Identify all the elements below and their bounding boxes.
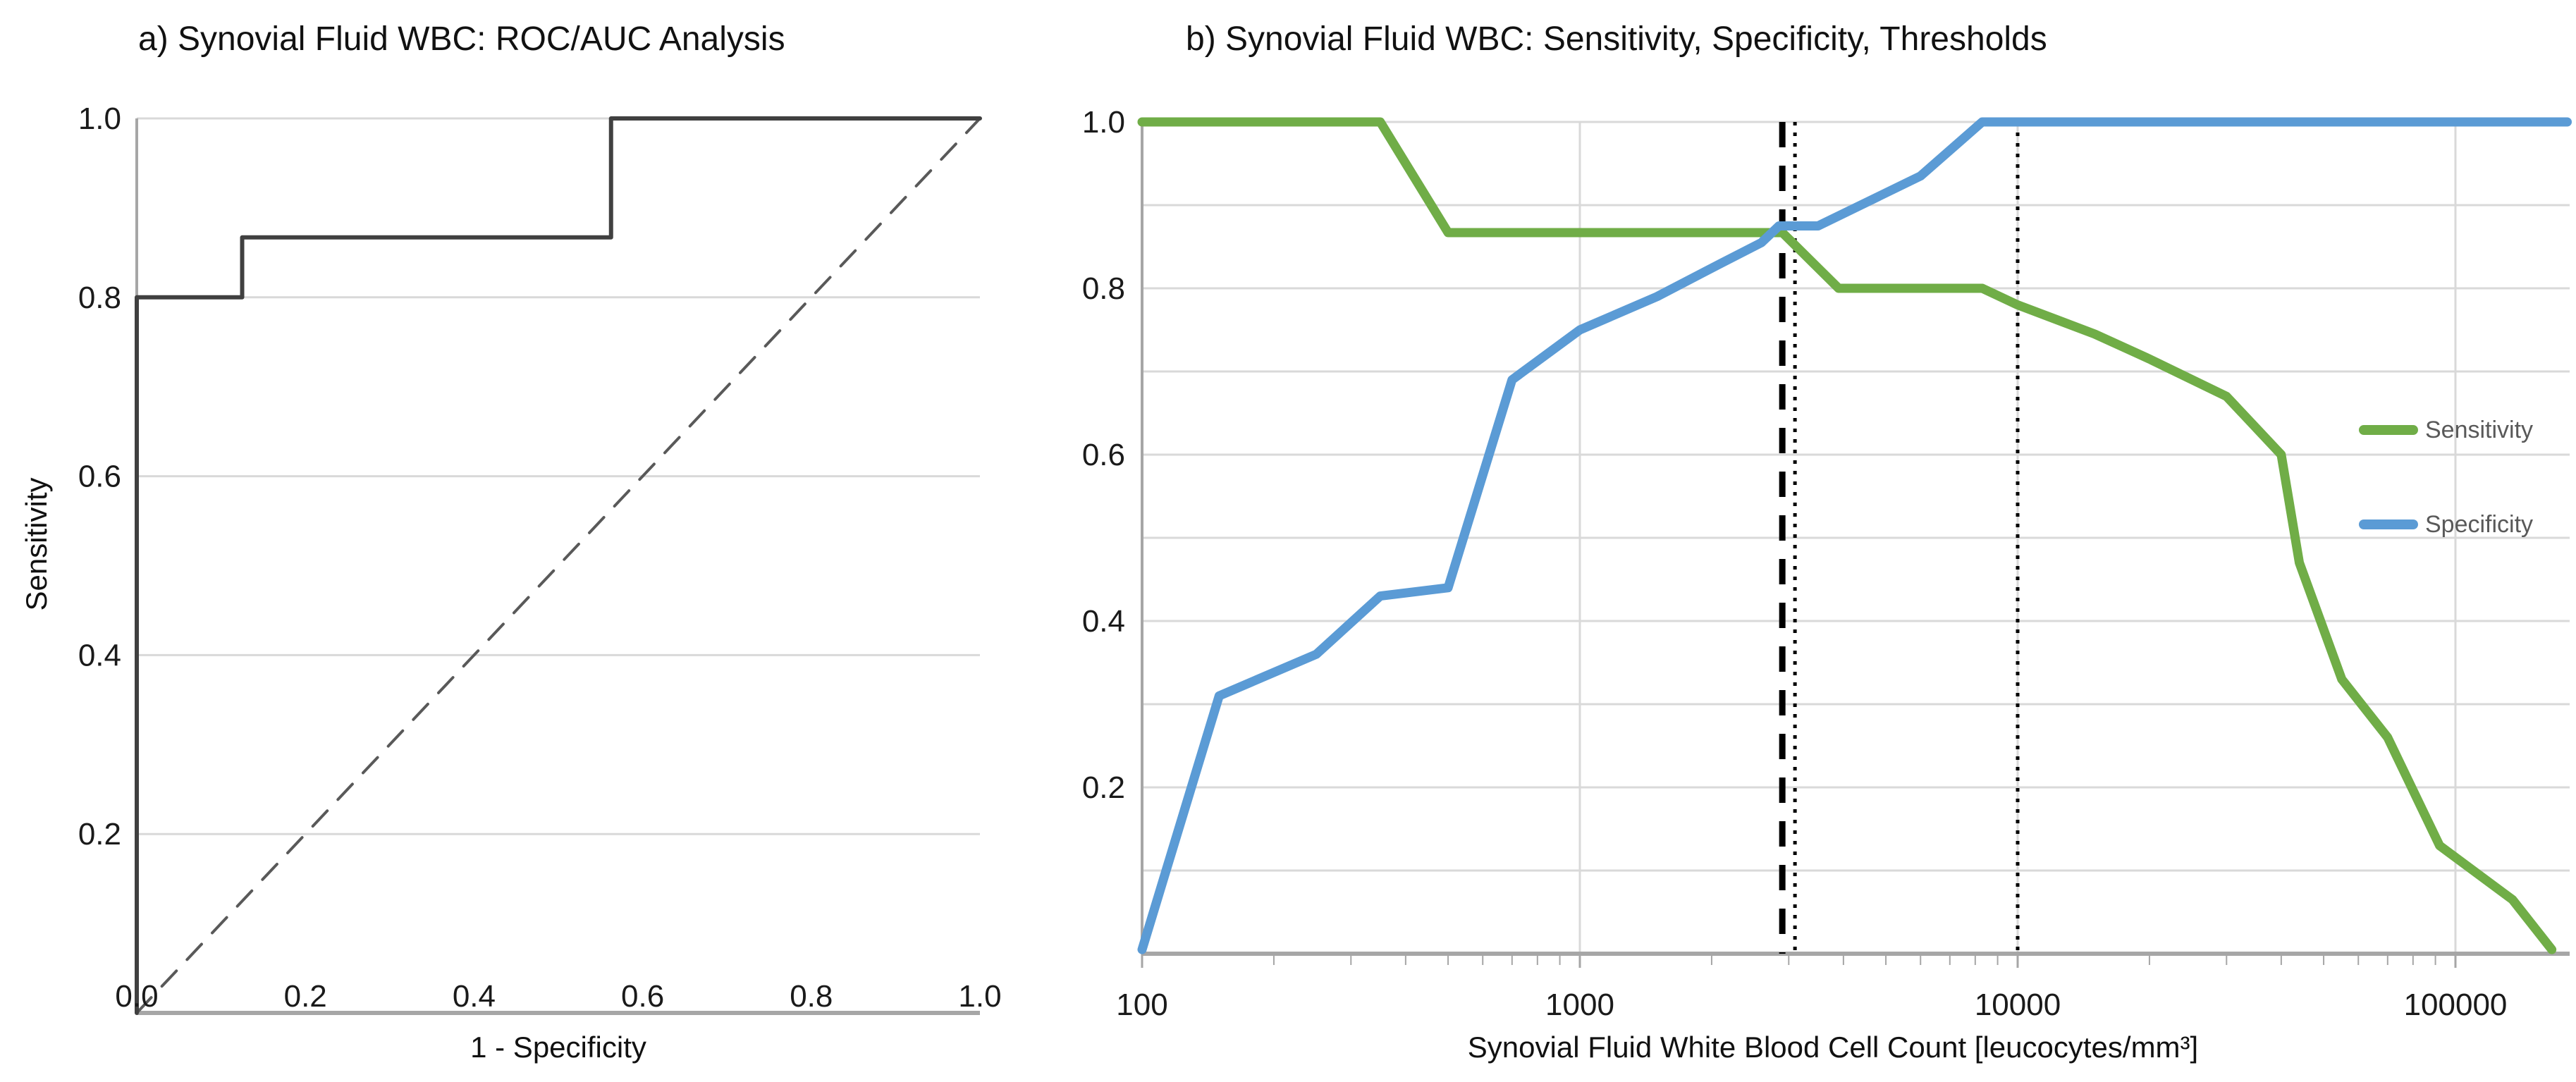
panel-b-x-tick-label: 10000 bbox=[1975, 988, 2061, 1022]
roc-curve bbox=[135, 116, 982, 1015]
legend: Sensitivity Specificity bbox=[2359, 414, 2533, 540]
legend-label-specificity: Specificity bbox=[2425, 510, 2534, 538]
specificity-line-swatch bbox=[2359, 520, 2418, 529]
panel-a-x-tick-label: 0.2 bbox=[284, 979, 327, 1014]
panel-a-y-tick-label: 1.0 bbox=[78, 102, 121, 136]
panel-b-y-tick-label: 0.8 bbox=[1082, 271, 1125, 306]
panel-a-y-tick-label: 0.8 bbox=[78, 281, 121, 315]
panel-b-x-tick-label: 100 bbox=[1116, 988, 1167, 1022]
specificity-curve bbox=[1137, 117, 2572, 954]
panel-b-y-tick-label: 0.2 bbox=[1082, 770, 1125, 805]
panel-a-title: a) Synovial Fluid WBC: ROC/AUC Analysis bbox=[138, 20, 785, 58]
panel-b-x-axis-label: Synovial Fluid White Blood Cell Count [l… bbox=[1467, 1031, 2199, 1064]
panel-b-y-tick-label: 1.0 bbox=[1082, 105, 1125, 140]
legend-item-specificity: Specificity bbox=[2359, 509, 2533, 540]
panel-b-x-tick-label: 100000 bbox=[2404, 988, 2508, 1022]
panel-a-y-tick-label: 0.4 bbox=[78, 638, 121, 672]
legend-label-sensitivity: Sensitivity bbox=[2425, 416, 2534, 443]
panel-a-x-tick-label: 1.0 bbox=[958, 979, 1001, 1014]
sensitivity-line-swatch bbox=[2359, 425, 2418, 435]
panel-a-y-tick-label: 0.6 bbox=[78, 460, 121, 494]
panel-b-x-tick-label: 1000 bbox=[1545, 988, 1614, 1022]
panel-b-y-tick-label: 0.6 bbox=[1082, 438, 1125, 472]
panel-a-y-tick-label: 0.2 bbox=[78, 817, 121, 852]
panel-b-y-tick-label: 0.4 bbox=[1082, 604, 1125, 639]
legend-item-sensitivity: Sensitivity bbox=[2359, 414, 2533, 445]
panel-a-x-tick-label: 0.8 bbox=[790, 979, 833, 1014]
chance-diagonal-line bbox=[135, 117, 981, 1014]
panel-a-x-axis-label: 1 - Specificity bbox=[470, 1031, 646, 1064]
panel-b-title: b) Synovial Fluid WBC: Sensitivity, Spec… bbox=[1186, 20, 2047, 58]
sensitivity-curve bbox=[1137, 117, 2557, 954]
panel-a-x-tick-label: 0.4 bbox=[453, 979, 496, 1014]
panel-a-x-tick-label: 0.0 bbox=[115, 979, 158, 1014]
panel-a-x-tick-label: 0.6 bbox=[621, 979, 664, 1014]
